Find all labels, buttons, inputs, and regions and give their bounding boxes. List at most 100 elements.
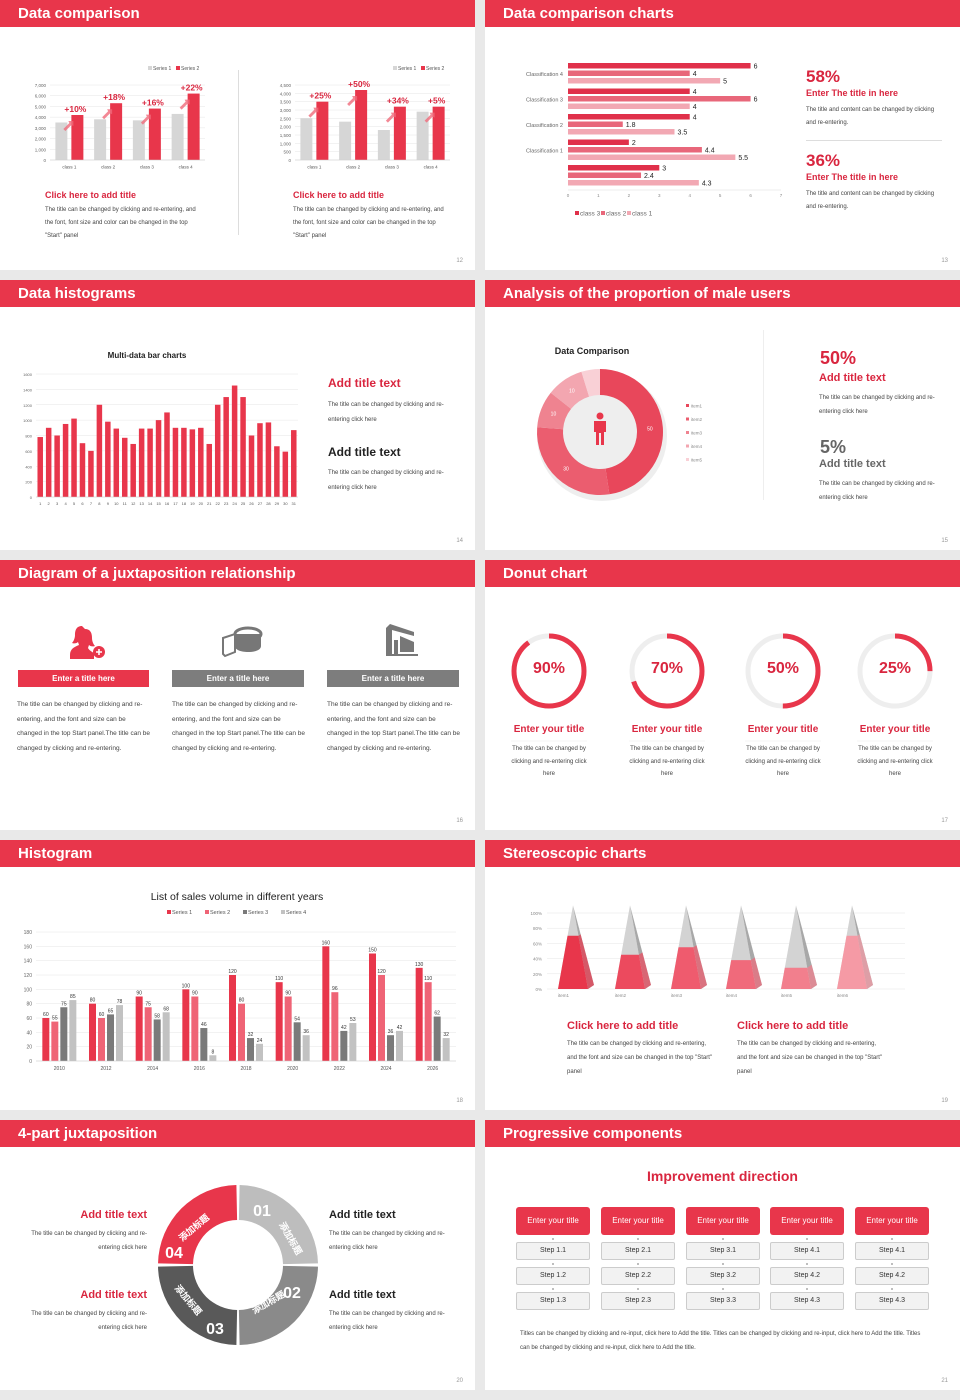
step-button[interactable]: Step 4.3	[770, 1292, 844, 1310]
ring-heading[interactable]: Enter your title	[747, 724, 819, 735]
bar	[442, 1038, 450, 1061]
bar	[340, 1030, 348, 1061]
pyramid-bar	[615, 954, 645, 989]
x-tick-label: item3	[671, 993, 683, 998]
ring-heading[interactable]: Enter your title	[513, 724, 585, 735]
block-heading[interactable]: Click here to add title	[737, 1020, 849, 1032]
slide-data-comparison[interactable]: Data comparison 0 1,000 2,000 3,000 4,000 5,0…	[0, 0, 475, 270]
data-label: 100	[182, 983, 191, 989]
x-tick-label: 27	[258, 501, 263, 506]
bar	[568, 114, 690, 120]
slide-data-comparison-charts[interactable]: Data comparison charts Classification 4 6…	[485, 0, 960, 270]
arrow-icon	[308, 107, 319, 118]
x-tick-label: 2010	[54, 1066, 65, 1072]
legend-label: Series 1	[153, 66, 172, 72]
step-button[interactable]: Step 2.3	[601, 1292, 675, 1310]
block-heading[interactable]: Add title text	[329, 1289, 396, 1301]
data-label: 80	[90, 998, 96, 1004]
bar	[69, 1000, 77, 1061]
stat-heading[interactable]: Add title text	[819, 458, 886, 470]
y-tick-label: 1600	[23, 372, 33, 377]
slide-title: Data histograms	[0, 280, 475, 307]
ring-heading[interactable]: Enter your title	[631, 724, 703, 735]
female-user-add-icon	[70, 626, 105, 659]
data-label: 110	[424, 976, 432, 982]
block-heading[interactable]: Click here to add title	[293, 190, 385, 200]
column-title-button[interactable]: Enter your title	[855, 1207, 929, 1235]
x-tick-label: class 3	[385, 165, 400, 170]
page-number: 21	[941, 1378, 948, 1384]
x-tick-label: item2	[615, 993, 627, 998]
block-heading[interactable]: Click here to add title	[45, 190, 137, 200]
bar	[223, 397, 229, 497]
y-tick-label: 100%	[530, 911, 542, 916]
block-heading[interactable]: Add title text	[328, 445, 401, 459]
slide-donut-chart[interactable]: Donut chart 90% Enter your title The title…	[485, 560, 960, 830]
stat-heading[interactable]: Enter The title in here	[806, 88, 899, 98]
stat-heading[interactable]: Add title text	[819, 372, 886, 384]
step-button[interactable]: Step 3.3	[686, 1292, 760, 1310]
bar	[107, 1014, 114, 1061]
x-tick-label: 10	[114, 501, 119, 506]
pyramid-chart: 0% 20% 40% 60% 80% 100% item1 item2 item3 item4 it…	[530, 905, 905, 998]
step-button[interactable]: Step 2.1	[601, 1242, 675, 1260]
step-button[interactable]: Step 4.1	[855, 1242, 929, 1260]
step-button[interactable]: Step 3.2	[686, 1267, 760, 1285]
data-label: 24	[257, 1038, 263, 1044]
bar	[568, 70, 690, 76]
slide-male-users[interactable]: Analysis of the proportion of male users…	[485, 280, 960, 550]
legend-label: item1	[691, 404, 703, 409]
slide-histogram[interactable]: Histogram 0 20 40 60 80 100 120 140 160 180 2010 60…	[0, 840, 475, 1110]
legend-swatch	[205, 910, 209, 914]
block-heading[interactable]: Add title text	[80, 1289, 147, 1301]
connector-dot	[637, 1288, 639, 1290]
connector-dot	[891, 1238, 893, 1240]
x-tick-label: 24	[232, 501, 237, 506]
bar	[568, 154, 736, 160]
stat-heading[interactable]: Enter The title in here	[806, 172, 899, 182]
bar	[432, 106, 445, 160]
stat-value: 5%	[820, 437, 847, 457]
column-title-bar[interactable]: Enter a title here	[18, 670, 149, 687]
block-heading[interactable]: Add title text	[329, 1209, 396, 1221]
step-button[interactable]: Step 3.1	[686, 1242, 760, 1260]
step-button[interactable]: Step 4.2	[770, 1267, 844, 1285]
step-button[interactable]: Step 2.2	[601, 1267, 675, 1285]
step-button[interactable]: Step 1.2	[516, 1267, 590, 1285]
column-title-button[interactable]: Enter your title	[516, 1207, 590, 1235]
step-button[interactable]: Step 4.3	[855, 1292, 929, 1310]
block-heading[interactable]: Click here to add title	[567, 1020, 679, 1032]
step-button[interactable]: Step 1.3	[516, 1292, 590, 1310]
segment-number: 03	[206, 1321, 224, 1338]
slide-data-histograms[interactable]: Data histograms 0 200 400 600 800 1000 1200 140…	[0, 280, 475, 550]
body	[594, 421, 606, 445]
block-heading[interactable]: Add title text	[80, 1209, 147, 1221]
slice-label: 10	[569, 389, 575, 395]
slide-title: Diagram of a juxtaposition relationship	[0, 560, 475, 587]
column-title-bar[interactable]: Enter a title here	[327, 670, 459, 687]
column-title-button[interactable]: Enter your title	[601, 1207, 675, 1235]
progress-rings	[511, 633, 933, 742]
column-title-bar[interactable]: Enter a title here	[172, 670, 304, 687]
bar	[568, 165, 660, 171]
ring-heading[interactable]: Enter your title	[859, 724, 931, 735]
legend-label: class 1	[632, 211, 653, 218]
y-tick-label: 3,000	[35, 126, 47, 131]
legend-swatch	[393, 66, 397, 70]
ring-progress	[857, 633, 933, 709]
step-button[interactable]: Step 4.1	[770, 1242, 844, 1260]
donut-slice	[600, 369, 663, 495]
slide-4-part-juxtaposition[interactable]: 4-part juxtaposition 01 添加标题 02 添加标题 03 添加标题 0…	[0, 1120, 475, 1390]
block-heading[interactable]: Add title text	[328, 376, 401, 390]
step-button[interactable]: Step 1.1	[516, 1242, 590, 1260]
slide-juxtaposition[interactable]: Diagram of a juxtaposition relationship …	[0, 560, 475, 830]
column-title-button[interactable]: Enter your title	[686, 1207, 760, 1235]
page-number: 12	[456, 258, 463, 264]
slide-progressive-components[interactable]: Progressive components Improvement direc…	[485, 1120, 960, 1390]
legend-label: item4	[691, 444, 703, 449]
step-button[interactable]: Step 4.2	[855, 1267, 929, 1285]
bar-chart-right: 0 500 1,000 1,500 2,000 2,500 3,000 3,500 4,000 4…	[280, 66, 450, 170]
slide-stereoscopic-charts[interactable]: Stereoscopic charts 0% 20% 40% 60% 80% 100% it…	[485, 840, 960, 1110]
block-body: The title can be changed by clicking and…	[45, 207, 196, 239]
column-title-button[interactable]: Enter your title	[770, 1207, 844, 1235]
